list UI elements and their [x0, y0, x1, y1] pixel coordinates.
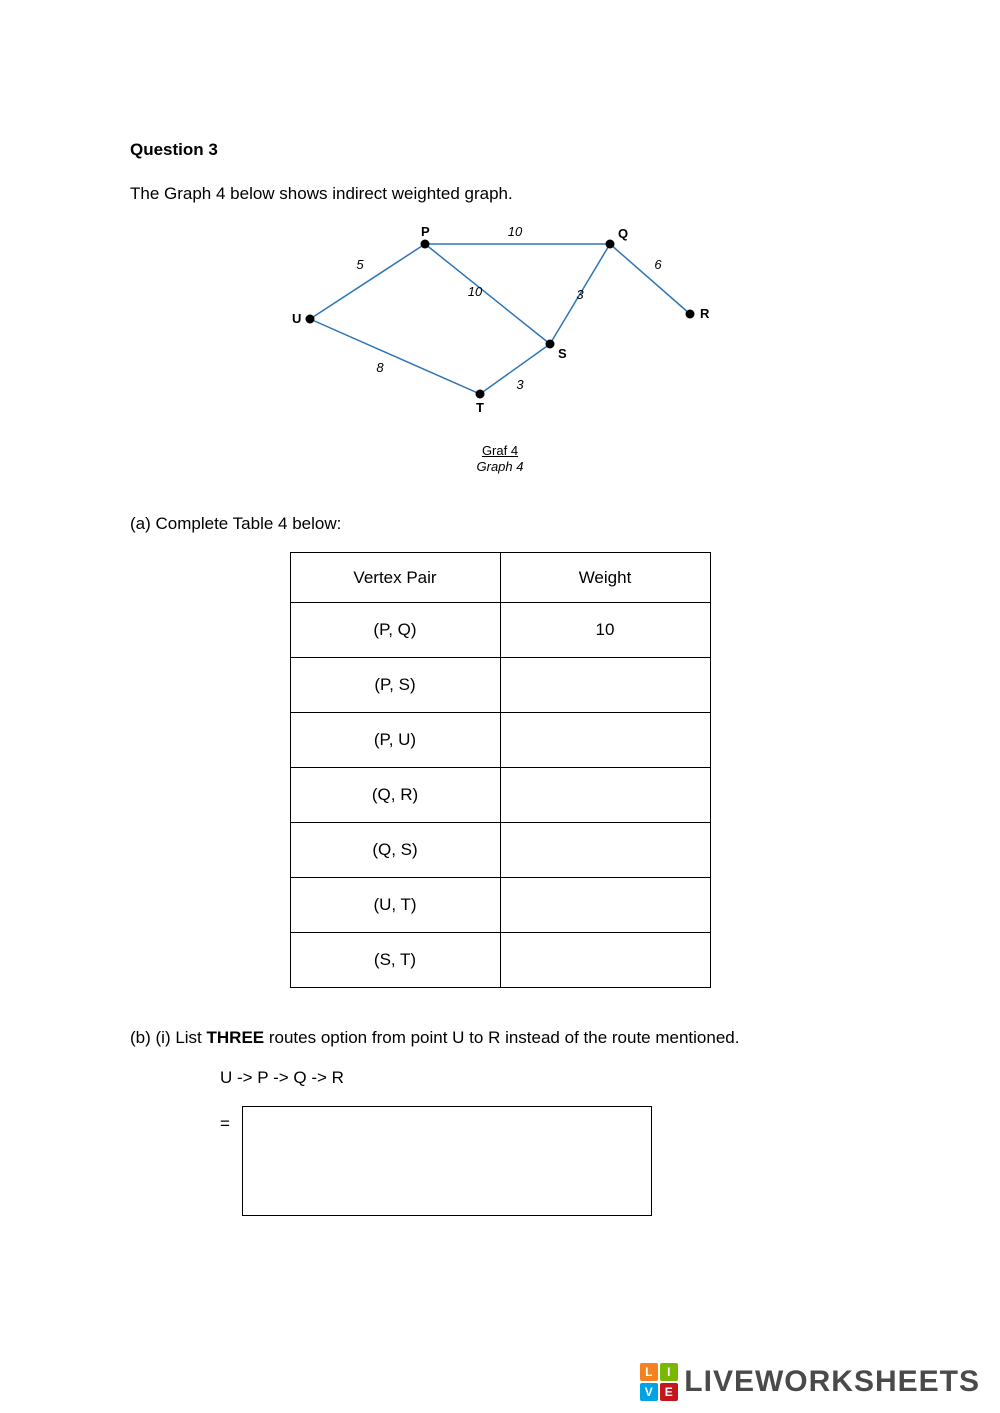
- cell-weight[interactable]: [500, 768, 710, 823]
- watermark-badge-cell: L: [640, 1363, 658, 1381]
- svg-text:3: 3: [576, 287, 584, 302]
- part-b-prefix: (b) (i) List: [130, 1028, 207, 1047]
- svg-text:T: T: [476, 400, 484, 415]
- watermark-badge-cell: E: [660, 1383, 678, 1401]
- svg-text:3: 3: [516, 377, 524, 392]
- cell-weight[interactable]: [500, 713, 710, 768]
- answer-row: =: [220, 1106, 870, 1216]
- table-row: (P, U): [290, 713, 710, 768]
- table-header-row: Vertex Pair Weight: [290, 553, 710, 603]
- weighted-graph: 10 5 10 3 6 8 3 P Q U S R T: [280, 224, 720, 434]
- svg-text:10: 10: [468, 284, 483, 299]
- svg-text:10: 10: [508, 224, 523, 239]
- table-row: (P, Q)10: [290, 603, 710, 658]
- watermark-badge: LIVE: [640, 1363, 678, 1401]
- table-row: (Q, S): [290, 823, 710, 878]
- cell-vertex-pair: (U, T): [290, 878, 500, 933]
- table-row: (S, T): [290, 933, 710, 988]
- part-b-bold: THREE: [207, 1028, 265, 1047]
- liveworksheets-watermark: LIVE LIVEWORKSHEETS: [640, 1363, 980, 1401]
- watermark-badge-cell: V: [640, 1383, 658, 1401]
- caption-bottom: Graph 4: [477, 459, 524, 474]
- cell-vertex-pair: (P, Q): [290, 603, 500, 658]
- svg-text:P: P: [421, 224, 430, 239]
- watermark-text: LIVEWORKSHEETS: [684, 1365, 980, 1399]
- cell-weight[interactable]: 10: [500, 603, 710, 658]
- cell-weight[interactable]: [500, 933, 710, 988]
- part-a-label: (a) Complete Table 4 below:: [130, 514, 870, 534]
- cell-weight[interactable]: [500, 658, 710, 713]
- col-vertex-pair: Vertex Pair: [290, 553, 500, 603]
- question-intro: The Graph 4 below shows indirect weighte…: [130, 184, 870, 204]
- given-route: U -> P -> Q -> R: [220, 1068, 870, 1088]
- cell-weight[interactable]: [500, 878, 710, 933]
- graph-figure: 10 5 10 3 6 8 3 P Q U S R T Graf 4 Graph 4: [280, 224, 720, 474]
- cell-vertex-pair: (Q, R): [290, 768, 500, 823]
- cell-vertex-pair: (Q, S): [290, 823, 500, 878]
- watermark-badge-cell: I: [660, 1363, 678, 1381]
- svg-text:R: R: [700, 306, 710, 321]
- svg-text:8: 8: [376, 360, 384, 375]
- weights-table: Vertex Pair Weight (P, Q)10(P, S)(P, U)(…: [290, 552, 711, 988]
- cell-vertex-pair: (P, S): [290, 658, 500, 713]
- cell-vertex-pair: (P, U): [290, 713, 500, 768]
- caption-top: Graf 4: [482, 443, 518, 458]
- svg-text:Q: Q: [618, 226, 628, 241]
- table-row: (U, T): [290, 878, 710, 933]
- answer-input-box[interactable]: [242, 1106, 652, 1216]
- cell-vertex-pair: (S, T): [290, 933, 500, 988]
- table-row: (Q, R): [290, 768, 710, 823]
- question-title: Question 3: [130, 140, 870, 160]
- col-weight: Weight: [500, 553, 710, 603]
- svg-text:U: U: [292, 311, 301, 326]
- svg-text:S: S: [558, 346, 567, 361]
- table-row: (P, S): [290, 658, 710, 713]
- equals-sign: =: [220, 1114, 230, 1134]
- svg-text:5: 5: [356, 257, 364, 272]
- part-b-suffix: routes option from point U to R instead …: [264, 1028, 739, 1047]
- svg-text:6: 6: [654, 257, 662, 272]
- part-b-label: (b) (i) List THREE routes option from po…: [130, 1028, 870, 1048]
- graph-caption: Graf 4 Graph 4: [280, 443, 720, 474]
- cell-weight[interactable]: [500, 823, 710, 878]
